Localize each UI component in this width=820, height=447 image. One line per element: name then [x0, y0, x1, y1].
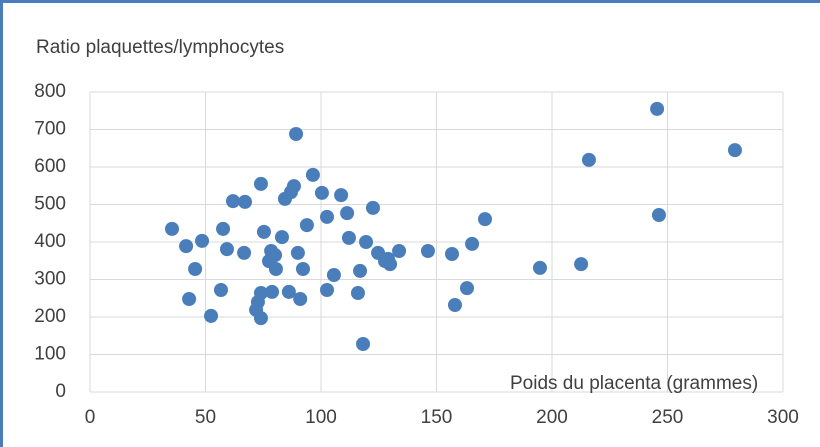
point: [574, 257, 589, 272]
point: [256, 224, 271, 239]
point: [238, 194, 253, 209]
point: [459, 281, 474, 296]
point: [356, 337, 371, 351]
point: [299, 218, 314, 233]
x-tick-label: 200: [536, 407, 568, 428]
point: [165, 221, 180, 236]
point: [581, 152, 596, 167]
y-tick-label: 300: [34, 269, 66, 290]
point: [219, 242, 234, 257]
point: [213, 283, 228, 297]
point: [274, 230, 289, 245]
y-tick-label: 0: [55, 381, 66, 402]
point: [465, 236, 480, 251]
point: [365, 200, 380, 215]
x-tick-label: 300: [767, 407, 799, 428]
x-tick-label: 100: [305, 407, 337, 428]
y-tick-label: 500: [34, 194, 66, 215]
point: [295, 262, 310, 276]
y-tick-label: 800: [34, 81, 66, 102]
point: [420, 244, 435, 258]
y-tick-label: 700: [34, 119, 66, 140]
point: [265, 284, 280, 299]
point: [204, 308, 219, 323]
point: [182, 292, 197, 306]
chart-title: Ratio plaquettes/lymphocytes: [36, 37, 284, 58]
point: [383, 257, 398, 272]
y-tick-label: 600: [34, 156, 66, 177]
point: [353, 263, 368, 278]
point: [320, 209, 335, 224]
point: [179, 239, 194, 254]
point: [268, 248, 283, 263]
point: [250, 295, 265, 309]
x-tick-label: 0: [85, 407, 96, 428]
y-tick-label: 100: [34, 344, 66, 365]
y-tick-label: 200: [34, 306, 66, 327]
point: [195, 233, 210, 248]
x-axis-label: Poids du placenta (grammes): [510, 373, 758, 394]
point: [268, 262, 283, 276]
point: [253, 311, 268, 326]
point: [225, 194, 240, 209]
point: [650, 101, 665, 116]
point: [188, 262, 203, 276]
y-tick-label: 400: [34, 231, 66, 252]
point: [305, 167, 320, 182]
point: [290, 245, 305, 260]
point: [289, 127, 304, 141]
point: [293, 292, 308, 306]
point: [281, 284, 296, 299]
point: [651, 208, 666, 222]
point: [532, 260, 547, 275]
x-tick-label: 250: [652, 407, 684, 428]
point: [286, 179, 301, 194]
point: [478, 212, 493, 227]
x-tick-label: 50: [195, 407, 216, 428]
point: [392, 244, 407, 258]
point: [350, 286, 365, 300]
point: [320, 283, 335, 297]
point: [314, 185, 329, 200]
point: [334, 188, 349, 203]
point: [253, 176, 268, 191]
x-tick-label: 150: [421, 407, 453, 428]
point: [341, 230, 356, 245]
point: [216, 221, 231, 236]
point: [326, 268, 341, 282]
point: [359, 235, 374, 249]
point: [444, 247, 459, 261]
point: [447, 298, 462, 312]
point: [340, 206, 355, 221]
point: [237, 245, 252, 260]
point: [727, 143, 742, 158]
